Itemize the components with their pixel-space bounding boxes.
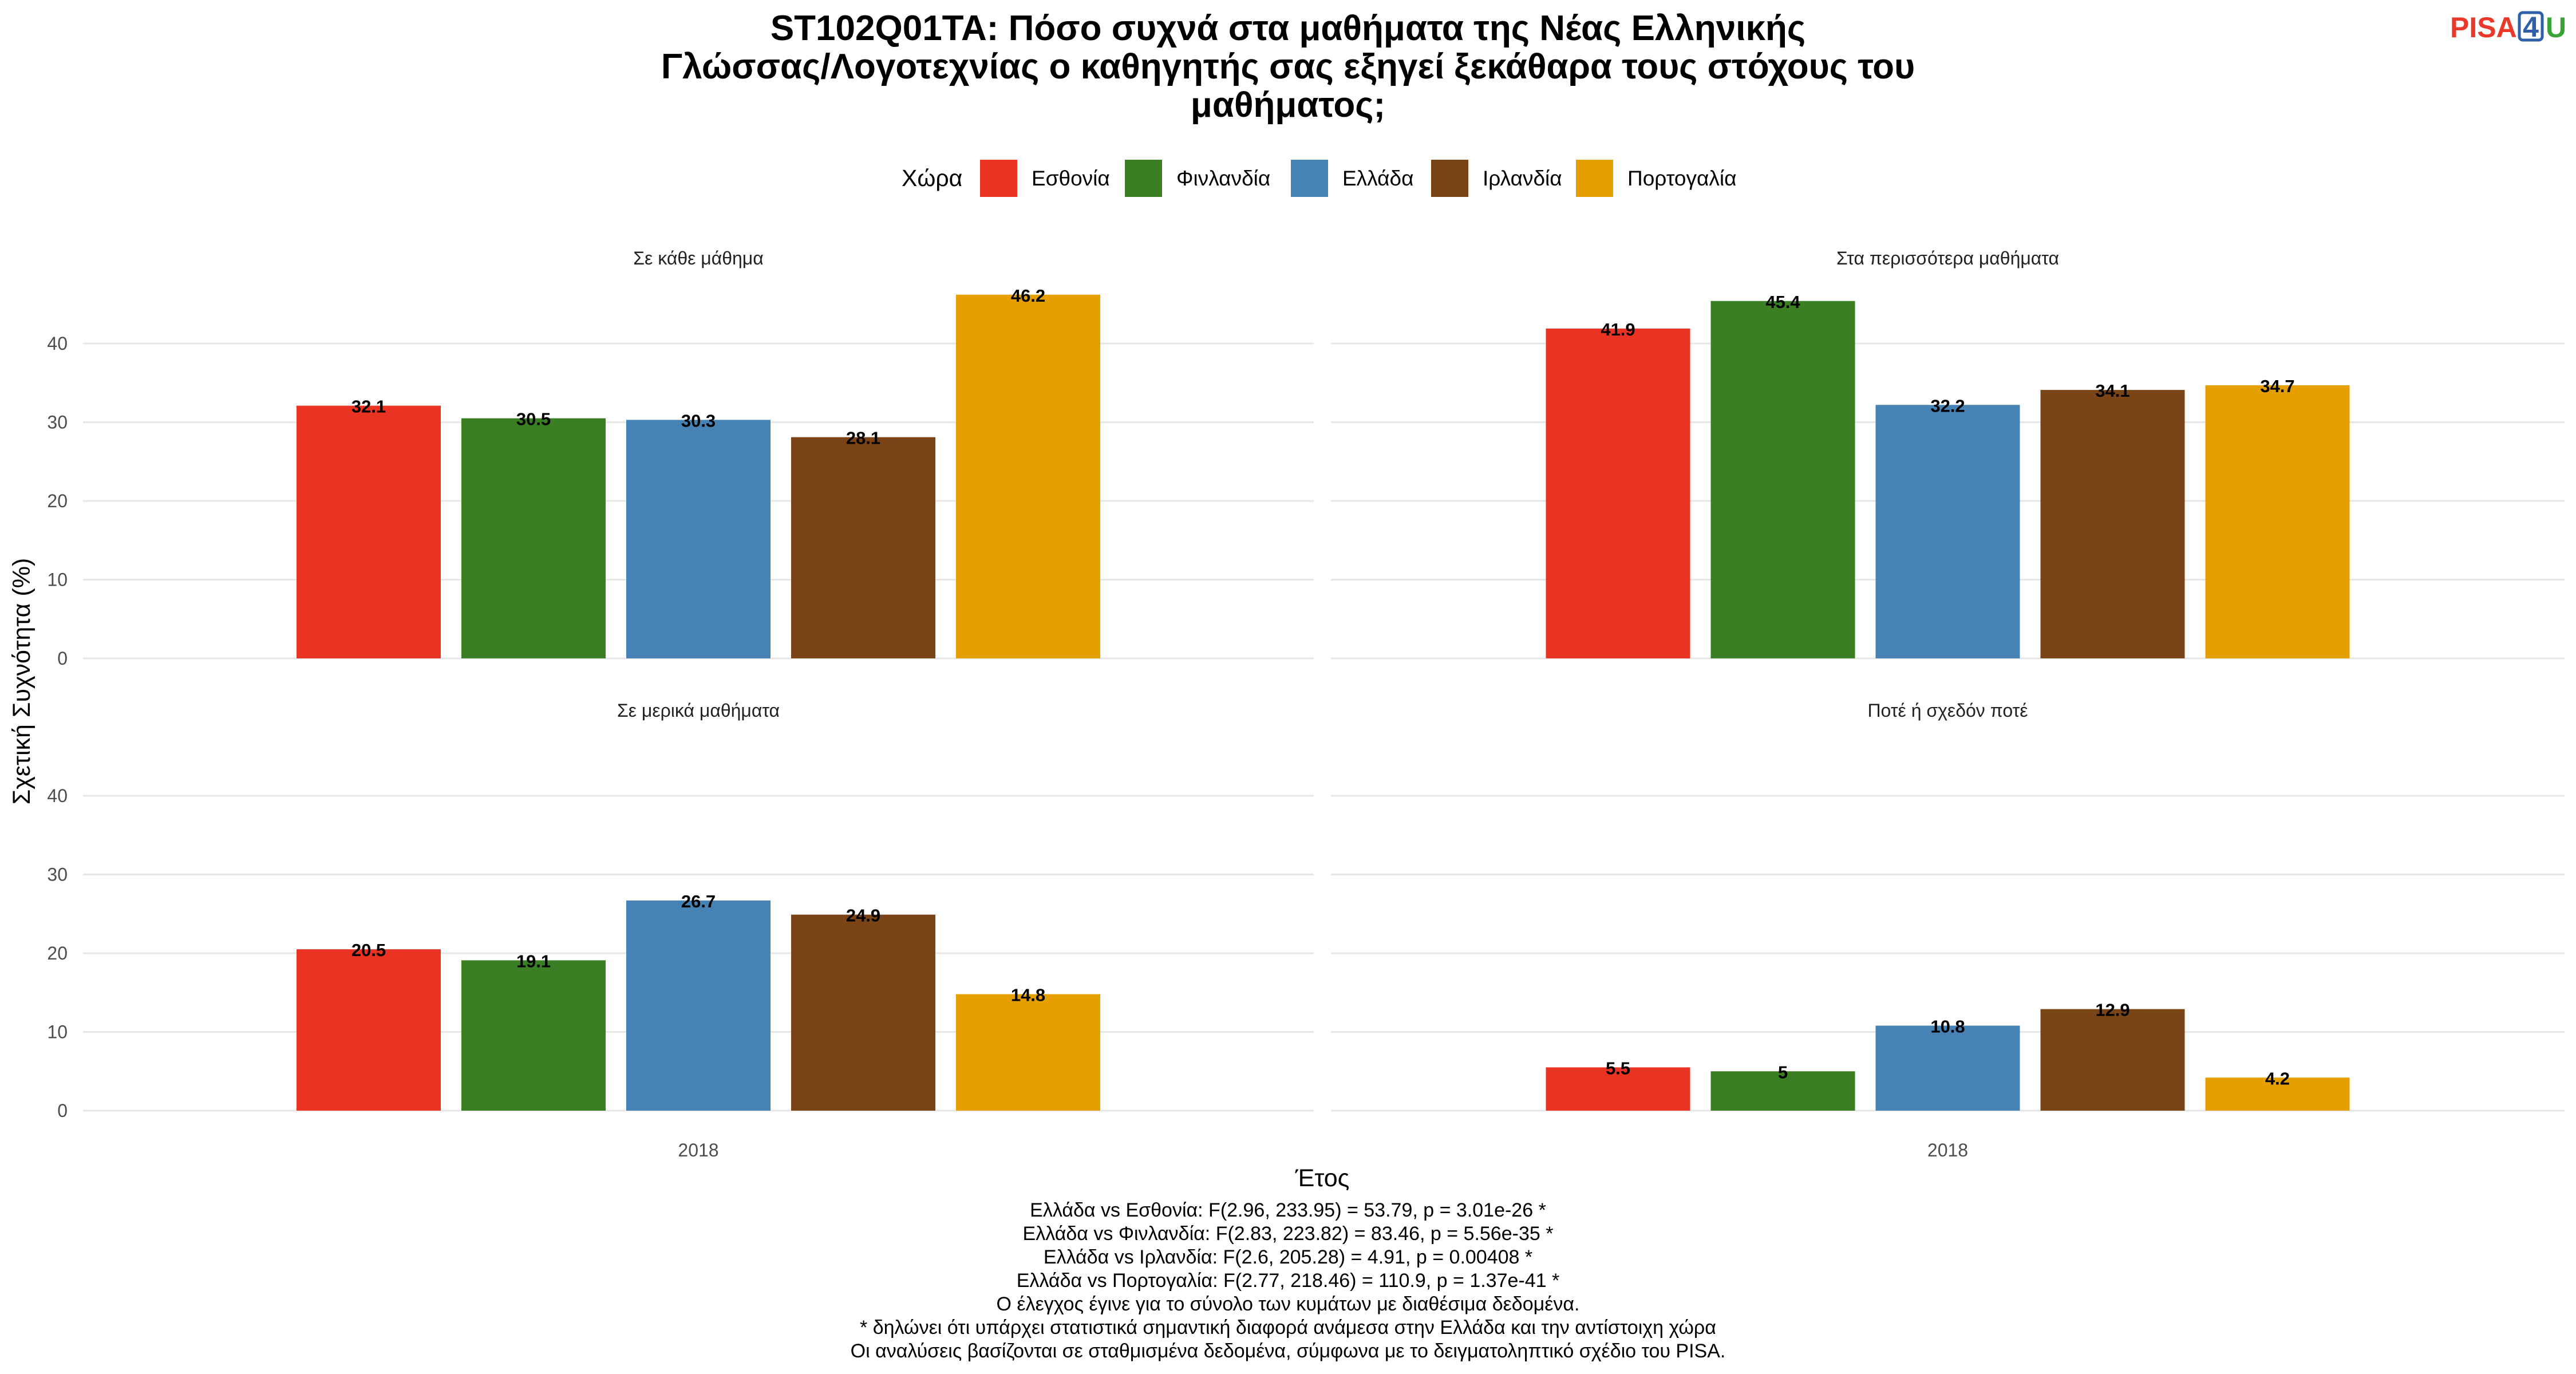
- caption-line: Ελλάδα vs Εσθονία: F(2.96, 233.95) = 53.…: [1030, 1199, 1546, 1221]
- y-tick-label: 30: [47, 864, 68, 885]
- facet-panel: Ποτέ ή σχεδόν ποτέ 5.5 5 10.8 12.9 4.2 2018: [1331, 700, 2565, 1160]
- caption-line: Ελλάδα vs Φινλανδία: F(2.83, 223.82) = 8…: [1023, 1223, 1554, 1245]
- bar: [461, 418, 606, 658]
- bar-value-label: 14.8: [1011, 985, 1045, 1005]
- caption-line: Ελλάδα vs Ιρλανδία: F(2.6, 205.28) = 4.9…: [1044, 1246, 1532, 1268]
- caption-line: Ο έλεγχος έγινε για το σύνολο των κυμάτω…: [997, 1293, 1580, 1315]
- y-axis-title: Σχετική Συχνότητα (%): [8, 558, 35, 805]
- bar-value-label: 12.9: [2095, 1000, 2129, 1020]
- facet-strip-label: Σε κάθε μάθημα: [633, 248, 763, 269]
- bar-value-label: 46.2: [1011, 286, 1045, 306]
- facet-panel: Σε μερικά μαθήματα 0 10 20 30 40 20.5 19.1 26.7 2…: [47, 700, 1314, 1160]
- legend-label: Ιρλανδία: [1483, 167, 1562, 190]
- bar: [1710, 1071, 1855, 1111]
- facet-strip-label: Στα περισσότερα μαθήματα: [1836, 248, 2059, 269]
- bar-value-label: 10.8: [1930, 1017, 1965, 1037]
- facet-panel: Στα περισσότερα μαθήματα 41.9 45.4 32.2 34.1…: [1331, 248, 2565, 660]
- legend-label: Φινλανδία: [1176, 167, 1270, 190]
- bar: [1710, 301, 1855, 658]
- bar-value-label: 32.2: [1930, 396, 1965, 416]
- pisa4u-logo: PISA 4 U: [2450, 11, 2566, 44]
- bar-value-label: 20.5: [351, 940, 386, 960]
- bar: [791, 914, 935, 1111]
- bar: [626, 420, 771, 658]
- bar-value-label: 24.9: [846, 906, 880, 926]
- bar-value-label: 45.4: [1765, 292, 1800, 312]
- legend-label: Πορτογαλία: [1627, 167, 1737, 190]
- logo-text-u: U: [2546, 11, 2566, 44]
- chart-title-line: μαθήματος;: [1191, 85, 1385, 125]
- bar: [956, 994, 1100, 1111]
- y-tick-label: 0: [57, 648, 68, 669]
- bar: [297, 405, 441, 658]
- caption-line: * δηλώνει ότι υπάρχει στατιστικά σημαντι…: [860, 1317, 1716, 1339]
- logo-text-pisa: PISA: [2450, 11, 2517, 44]
- bar: [956, 294, 1100, 658]
- bar-value-label: 5.5: [1606, 1058, 1630, 1078]
- bar: [1546, 1067, 1690, 1111]
- y-tick-label: 0: [57, 1100, 68, 1121]
- bar-value-label: 34.7: [2260, 376, 2294, 396]
- bar: [2205, 385, 2350, 658]
- y-tick-label: 10: [47, 570, 68, 590]
- legend-swatch: [980, 160, 1017, 197]
- facet-panels: Σε κάθε μάθημα 0 10 20 30 40 32.1 30.5 30.3 28.1 4…: [47, 248, 2565, 1160]
- y-tick-label: 30: [47, 412, 68, 433]
- y-tick-label: 40: [47, 785, 68, 806]
- bar-value-label: 5: [1778, 1062, 1788, 1082]
- legend-label: Εσθονία: [1032, 167, 1110, 190]
- legend-label: Ελλάδα: [1342, 167, 1414, 190]
- legend-title: Χώρα: [902, 165, 962, 191]
- bar-value-label: 34.1: [2095, 381, 2129, 401]
- chart-title: ST102Q01TA: Πόσο συχνά στα μαθήματα της …: [661, 9, 1915, 125]
- bar: [1546, 328, 1690, 658]
- x-axis-title: Έτος: [1295, 1164, 1350, 1192]
- legend-swatch: [1291, 160, 1328, 197]
- caption-line: Ελλάδα vs Πορτογαλία: F(2.77, 218.46) = …: [1017, 1270, 1559, 1292]
- x-tick-label: 2018: [1927, 1140, 1968, 1160]
- bar-value-label: 30.3: [681, 410, 716, 431]
- bar-value-label: 19.1: [516, 951, 551, 971]
- x-tick-label: 2018: [678, 1140, 718, 1160]
- bar-value-label: 41.9: [1601, 319, 1635, 339]
- caption: Ελλάδα vs Εσθονία: F(2.96, 233.95) = 53.…: [851, 1199, 1726, 1362]
- bar-value-label: 32.1: [351, 397, 386, 417]
- facet-panel: Σε κάθε μάθημα 0 10 20 30 40 32.1 30.5 30.3 28.1 4…: [47, 248, 1314, 669]
- bar-value-label: 28.1: [846, 428, 880, 448]
- bar: [791, 437, 935, 658]
- caption-line: Οι αναλύσεις βασίζονται σε σταθμισμένα δ…: [851, 1340, 1726, 1362]
- chart-title-line: Γλώσσας/Λογοτεχνίας ο καθηγητής σας εξηγ…: [661, 47, 1915, 86]
- bar: [1875, 405, 2020, 658]
- facet-strip-label: Σε μερικά μαθήματα: [617, 700, 780, 721]
- legend: Χώρα Εσθονία Φινλανδία Ελλάδα Ιρλανδία Πορτογ…: [902, 160, 1737, 197]
- legend-swatch: [1125, 160, 1162, 197]
- axis-titles: Έτος Σχετική Συχνότητα (%): [8, 558, 1349, 1192]
- bar: [2205, 1077, 2350, 1111]
- bar: [461, 960, 606, 1111]
- y-tick-label: 10: [47, 1022, 68, 1043]
- logo-box: [2518, 11, 2544, 42]
- bar-value-label: 26.7: [681, 891, 716, 911]
- bar-value-label: 30.5: [516, 409, 551, 429]
- bar: [2040, 1009, 2185, 1111]
- legend-swatch: [1431, 160, 1468, 197]
- y-tick-label: 20: [47, 943, 68, 964]
- bar-value-label: 4.2: [2265, 1068, 2290, 1088]
- bar: [2040, 390, 2185, 658]
- y-tick-label: 40: [47, 333, 68, 354]
- facet-strip-label: Ποτέ ή σχεδόν ποτέ: [1867, 700, 2028, 721]
- bar: [626, 900, 771, 1111]
- legend-swatch: [1576, 160, 1613, 197]
- bar: [297, 949, 441, 1111]
- chart-title-line: ST102Q01TA: Πόσο συχνά στα μαθήματα της …: [771, 9, 1805, 48]
- bar: [1875, 1025, 2020, 1111]
- logo-text-4: 4: [2523, 11, 2539, 43]
- y-tick-label: 20: [47, 491, 68, 511]
